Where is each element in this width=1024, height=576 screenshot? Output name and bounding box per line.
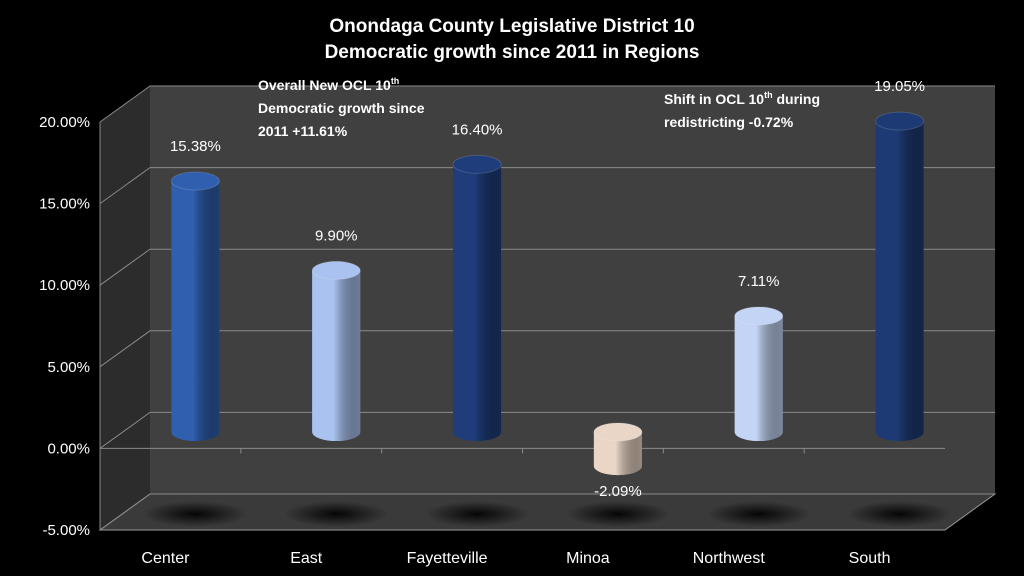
bar-top	[170, 171, 220, 191]
x-tick-label: East	[290, 550, 323, 567]
gridline	[99, 411, 995, 449]
data-label: 19.05%	[874, 78, 925, 95]
side-wall	[100, 86, 150, 530]
bar-shading	[171, 180, 220, 441]
bar-center	[170, 171, 220, 441]
bar-shading	[593, 432, 642, 476]
data-label: 16.40%	[452, 121, 503, 138]
data-label: 15.38%	[170, 138, 221, 155]
gridline	[99, 493, 995, 531]
x-tick-label: Fayetteville	[407, 550, 488, 567]
y-tick-label: 5.00%	[47, 359, 90, 376]
bar-northwest	[734, 306, 784, 441]
y-tick-label: 0.00%	[47, 440, 90, 457]
x-tick-label: Northwest	[693, 550, 766, 567]
bar-fayetteville	[452, 154, 502, 442]
annotation-redistricting-shift: Shift in OCL 10th during redistricting -…	[664, 90, 824, 130]
bar-minoa	[593, 422, 643, 476]
y-tick-label: 20.00%	[39, 114, 90, 131]
bar-shadow	[706, 501, 811, 527]
bar-shadow	[284, 501, 389, 527]
chart-title-line-2: Democratic growth since 2011 in Regions	[325, 42, 700, 63]
gridline	[99, 85, 995, 123]
chart-title-line-1: Onondaga County Legislative District 10	[329, 16, 694, 37]
bar-shading	[734, 315, 783, 441]
back-wall	[150, 86, 995, 494]
bar-shadow	[425, 501, 530, 527]
bar-top	[593, 422, 643, 442]
x-tick-label: Minoa	[566, 550, 610, 567]
x-tick-label: South	[849, 550, 891, 567]
bar-top	[311, 260, 361, 280]
bar-shadow	[143, 501, 248, 527]
bar-shadow	[847, 501, 952, 527]
bar-south	[875, 111, 925, 441]
bar-shadow	[565, 501, 670, 527]
bar-top	[875, 111, 925, 131]
bar-east	[311, 260, 361, 441]
y-tick-label: 10.00%	[39, 277, 90, 294]
x-tick-label: Center	[141, 550, 190, 567]
annotation-overall-growth: Overall New OCL 10th Democratic growth s…	[258, 71, 428, 139]
data-label: 9.90%	[315, 227, 358, 244]
gridline	[99, 330, 995, 368]
bar-top	[452, 154, 502, 174]
y-tick-label: -5.00%	[42, 522, 90, 539]
bar-shading	[875, 121, 924, 441]
gridline	[99, 248, 995, 286]
data-label: 7.11%	[738, 273, 779, 290]
gridline	[99, 167, 995, 205]
bar-shading	[453, 164, 502, 442]
bar-top	[734, 306, 784, 326]
data-label: -2.09%	[594, 483, 642, 500]
bar-shading	[312, 270, 361, 441]
y-tick-label: 15.00%	[39, 196, 90, 213]
